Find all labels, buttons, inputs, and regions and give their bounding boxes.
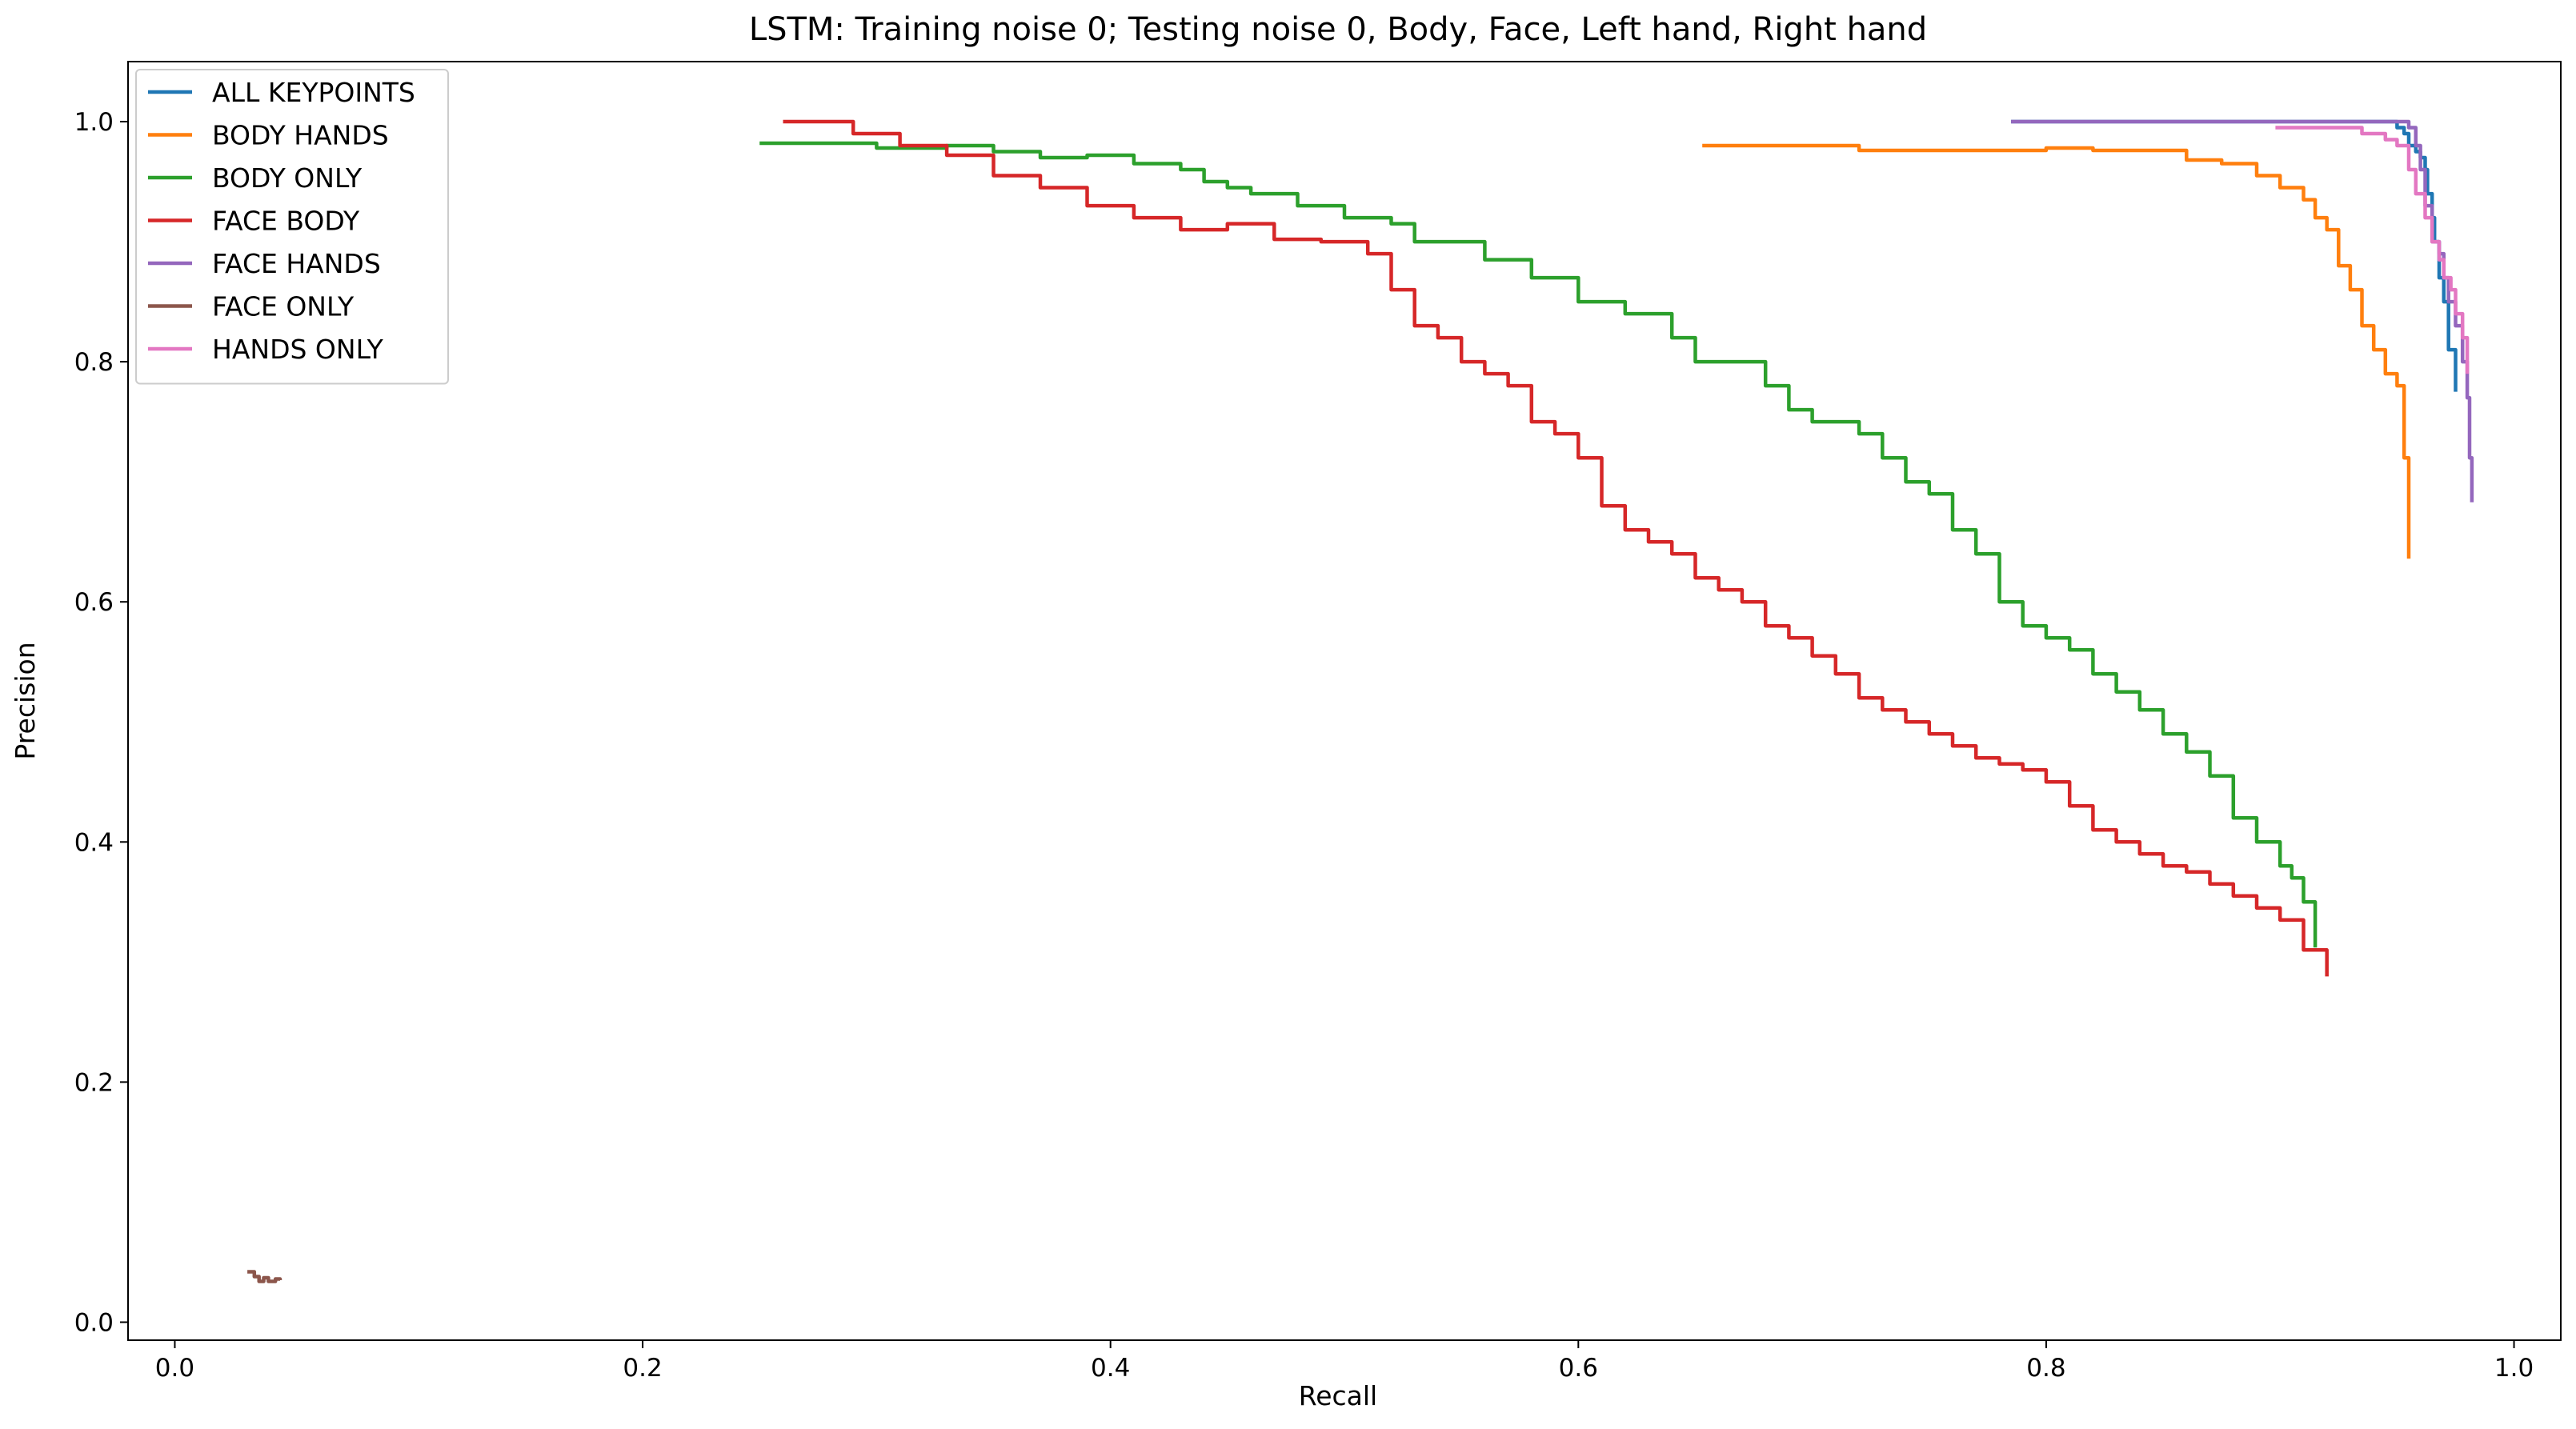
x-axis-label: Recall	[1299, 1380, 1377, 1411]
y-axis: 0.0 0.2 0.4 0.6 0.8 1.0	[74, 108, 128, 1337]
legend: ALL KEYPOINTS BODY HANDS BODY ONLY FACE BOD…	[135, 69, 449, 385]
series-line-hands-only	[2275, 126, 2470, 374]
x-tick-label: 0.8	[2026, 1354, 2065, 1383]
legend-box	[135, 69, 449, 385]
legend-label-body-only: BODY ONLY	[212, 162, 363, 194]
series-line-body-hands	[1702, 143, 2411, 559]
legend-label-all-keypoints: ALL KEYPOINTS	[212, 77, 415, 108]
legend-label-face-body: FACE BODY	[212, 206, 360, 237]
y-tick-label: 0.4	[74, 828, 114, 857]
y-axis-label: Precision	[10, 642, 41, 759]
y-tick-label: 0.6	[74, 588, 114, 617]
x-tick-label: 0.4	[1091, 1354, 1130, 1383]
y-tick-label: 0.0	[74, 1308, 114, 1337]
series-line-body-only	[759, 141, 2318, 948]
x-tick-label: 1.0	[2494, 1354, 2534, 1383]
x-tick-label: 0.0	[155, 1354, 194, 1383]
chart-title: LSTM: Training noise 0; Testing noise 0,…	[749, 11, 1927, 48]
x-tick-label: 0.2	[623, 1354, 662, 1383]
y-tick-label: 0.2	[74, 1068, 114, 1097]
series-layer	[247, 119, 2474, 1283]
series-line-face-only	[247, 1270, 282, 1283]
series-line-face-body	[783, 119, 2329, 977]
legend-label-face-only: FACE ONLY	[212, 291, 355, 322]
legend-label-hands-only: HANDS ONLY	[212, 334, 384, 365]
x-tick-label: 0.6	[1559, 1354, 1598, 1383]
plot-frame	[127, 61, 2562, 1341]
y-tick-label: 1.0	[74, 108, 114, 137]
legend-label-body-hands: BODY HANDS	[212, 120, 389, 151]
legend-label-face-hands: FACE HANDS	[212, 248, 381, 279]
x-axis: 0.0 0.2 0.4 0.6 0.8 1.0	[155, 1340, 2534, 1383]
y-tick-label: 0.8	[74, 348, 114, 377]
